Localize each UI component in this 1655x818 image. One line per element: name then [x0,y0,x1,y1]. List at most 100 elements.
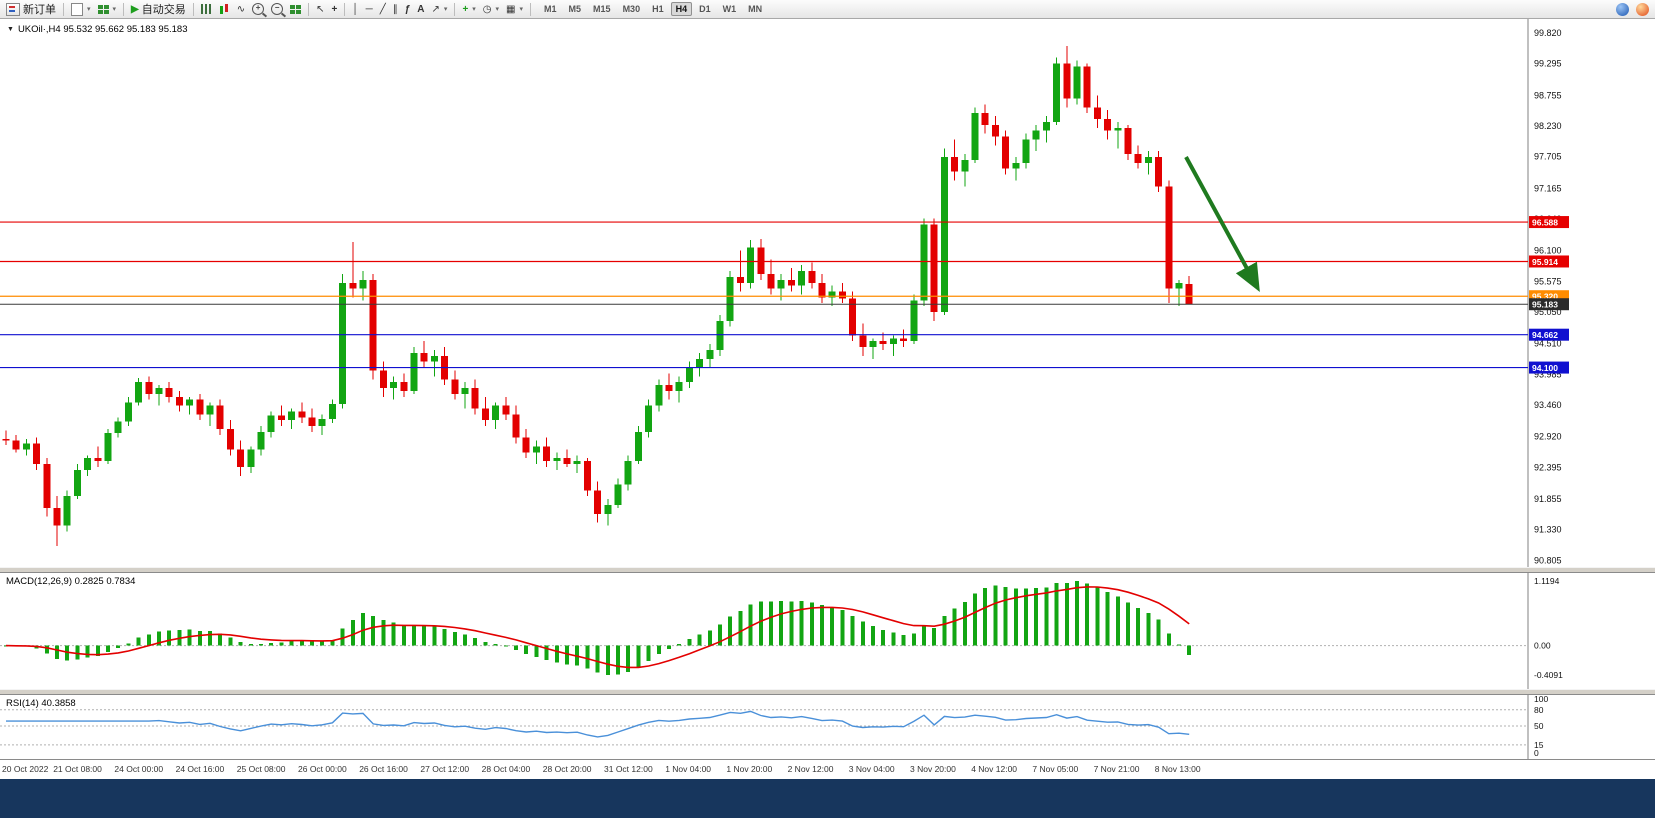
time-label: 27 Oct 12:00 [420,764,470,774]
vertical-line-button[interactable]: │ [349,1,361,17]
main-chart-panel: 99.82099.29598.75598.23097.70597.16596.6… [0,19,1655,567]
profiles-button[interactable]: ▾ [95,1,120,17]
fibonacci-button[interactable]: ƒ [402,1,414,17]
timeframe-toolbar: M1 M5 M15 M30 H1 H4 D1 W1 MN [539,2,767,16]
macd-histogram [4,581,1192,675]
svg-text:0: 0 [1534,748,1539,758]
svg-text:93.460: 93.460 [1534,400,1562,410]
templates-button[interactable]: ▦ ▾ [503,1,526,17]
svg-text:15: 15 [1534,740,1544,750]
chart-dropdown-icon[interactable]: ▼ [7,26,14,33]
crosshair-button[interactable]: + [329,1,341,17]
alert-icon [1636,2,1649,16]
svg-text:94.510: 94.510 [1534,339,1562,349]
bid-price-badge [1529,298,1569,311]
toolbar-separator [344,2,346,16]
zoom-in-button[interactable]: + [249,1,267,17]
time-label: 31 Oct 12:00 [604,764,653,774]
trendline-button[interactable]: ╱ [377,1,389,17]
timeframe-m15[interactable]: M15 [593,4,611,14]
svg-text:96.588: 96.588 [1532,218,1558,228]
price-chart[interactable]: 99.82099.29598.75598.23097.70597.16596.6… [0,19,1655,567]
horizontal-line-button[interactable]: ─ [363,1,376,17]
autotrading-button[interactable]: ▶ 自动交易 [128,1,189,17]
time-label: 3 Nov 20:00 [910,764,956,774]
time-label: 24 Oct 00:00 [114,764,164,774]
svg-text:99.820: 99.820 [1534,28,1562,38]
new-chart-button[interactable]: ▾ [68,1,94,17]
svg-text:95.050: 95.050 [1534,307,1562,317]
timeframe-d1[interactable]: D1 [699,4,711,14]
indicators-button[interactable]: + ▾ [459,1,478,17]
timeframe-mn[interactable]: MN [748,4,763,14]
time-axis[interactable]: 20 Oct 2022 21 Oct 08:00 24 Oct 00:00 24 Oc… [0,759,1655,779]
horizontal-line-icon: ─ [365,3,373,15]
candlestick-chart-button[interactable] [216,1,233,17]
timeframe-m1[interactable]: M1 [544,4,557,14]
chevron-down-icon: ▾ [112,6,117,13]
fibonacci-icon: ƒ [404,3,411,15]
new-order-icon [6,2,20,16]
svg-text:98.230: 98.230 [1534,121,1562,131]
text-tool-button[interactable]: A [414,1,427,17]
toolbar-separator [308,2,310,16]
play-icon: ▶ [131,3,139,15]
trend-arrow-annotation[interactable] [1184,156,1260,293]
macd-chart[interactable]: 1.1194 0.00 -0.4091 [0,573,1655,689]
timeframe-h4[interactable]: H4 [670,2,693,16]
panel-separator[interactable] [0,689,1655,695]
svg-text:95.183: 95.183 [1532,300,1558,310]
periods-button[interactable]: ◷ ▾ [480,1,502,17]
crosshair-icon: + [331,3,338,15]
toolbar-separator [454,2,456,16]
panel-separator[interactable] [0,567,1655,573]
svg-text:1.1194: 1.1194 [1534,576,1560,586]
search-button[interactable] [1613,1,1632,17]
rsi-panel: 100 80 50 15 0 RSI(14) 40.3858 [0,695,1655,759]
timeframe-h1[interactable]: H1 [652,4,664,14]
clock-icon: ◷ [482,3,492,15]
cursor-button[interactable]: ↖ [313,1,327,17]
autotrading-label: 自动交易 [141,4,186,16]
time-label: 4 Nov 12:00 [971,764,1018,774]
macd-title: MACD(12,26,9) 0.2825 0.7834 [6,576,136,587]
time-label: 26 Oct 16:00 [359,764,408,774]
alerts-button[interactable] [1633,1,1652,17]
toolbar-separator [63,2,64,16]
rsi-title: RSI(14) 40.3858 [6,698,76,709]
timeframe-w1[interactable]: W1 [722,4,737,14]
price-level-badge [1529,255,1569,268]
svg-text:94.662: 94.662 [1532,330,1558,340]
time-label: 7 Nov 21:00 [1093,764,1140,774]
bar-chart-button[interactable] [198,1,215,17]
macd-panel: 1.1194 0.00 -0.4091 MACD(12,26,9) 0.2825 0… [0,573,1655,689]
timeframe-m30[interactable]: M30 [622,4,641,14]
svg-text:95.914: 95.914 [1532,257,1558,267]
svg-text:91.855: 91.855 [1534,494,1562,504]
zoom-out-button[interactable]: − [268,1,286,17]
channel-button[interactable]: ∥ [390,1,401,17]
rsi-line [6,710,1190,738]
svg-text:97.705: 97.705 [1534,152,1562,162]
chart-title-text: UKOil·,H4 95.532 95.662 95.183 95.183 [17,24,188,35]
chevron-down-icon: ▾ [519,6,524,13]
time-label: 21 Oct 08:00 [53,764,102,774]
tile-windows-button[interactable] [287,1,304,17]
svg-text:94.100: 94.100 [1532,363,1558,373]
toolbar-separator [123,2,125,16]
text-tool-icon: A [417,3,425,15]
line-chart-button[interactable]: ∿ [234,1,248,17]
trendline-icon: ╱ [379,3,386,15]
candlestick-chart-icon [218,3,230,15]
price-level-badge [1529,361,1569,374]
svg-text:100: 100 [1534,695,1548,704]
arrow-tools-button[interactable]: ↗ ▾ [429,1,451,17]
chevron-down-icon: ▾ [472,6,476,13]
timeframe-m5[interactable]: M5 [568,4,582,14]
svg-text:0.00: 0.00 [1534,641,1551,651]
template-icon: ▦ [506,3,516,15]
time-label: 8 Nov 13:00 [1154,764,1201,774]
new-order-button[interactable]: 新订单 [3,1,59,17]
